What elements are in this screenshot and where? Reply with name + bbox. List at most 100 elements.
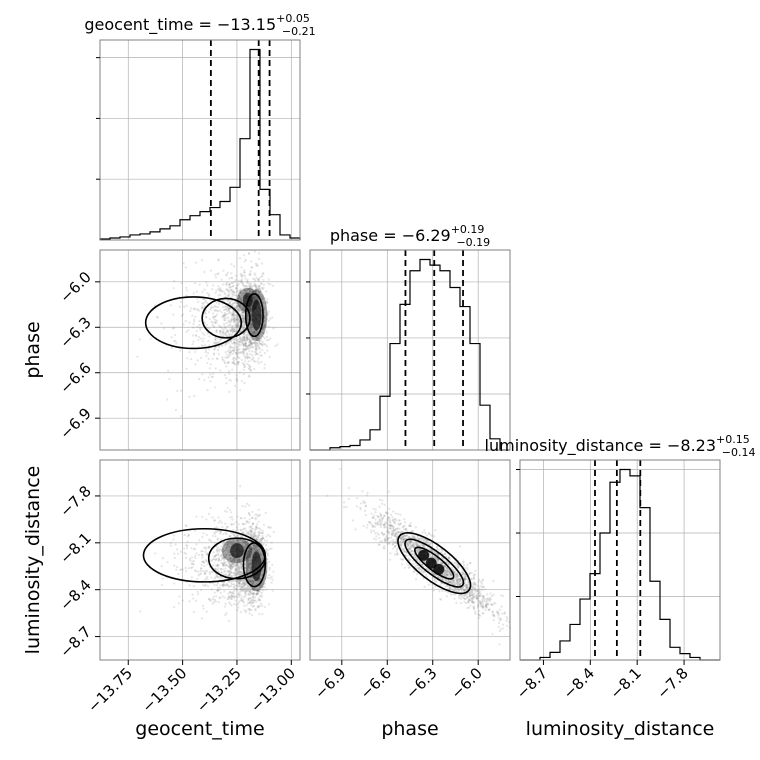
scatter-point xyxy=(203,561,206,565)
scatter-point xyxy=(225,353,228,356)
scatter-point xyxy=(247,565,250,569)
scatter-point xyxy=(186,535,189,538)
scatter-point xyxy=(155,315,159,318)
scatter-point xyxy=(234,324,238,327)
scatter-point xyxy=(244,342,247,345)
scatter-point xyxy=(178,595,181,598)
scatter-point xyxy=(245,567,249,571)
scatter-point xyxy=(249,341,253,344)
scatter-point xyxy=(248,612,251,615)
scatter-point xyxy=(372,537,375,540)
scatter-point xyxy=(246,346,249,349)
scatter-point xyxy=(250,579,253,583)
scatter-point xyxy=(244,342,247,345)
scatter-point xyxy=(260,262,263,265)
scatter-point xyxy=(383,544,386,548)
scatter-point xyxy=(224,548,227,552)
scatter-point xyxy=(172,313,175,316)
scatter-point xyxy=(245,552,248,555)
scatter-point xyxy=(381,502,384,505)
scatter-point xyxy=(185,546,189,550)
scatter-point xyxy=(213,577,217,580)
scatter-point xyxy=(227,332,231,336)
scatter-point xyxy=(244,333,248,337)
scatter-point xyxy=(230,515,233,519)
scatter-point xyxy=(240,281,243,284)
scatter-point xyxy=(260,342,263,346)
scatter-point xyxy=(234,563,237,566)
scatter-point xyxy=(234,575,237,578)
scatter-point xyxy=(242,333,246,336)
scatter-point xyxy=(479,593,483,596)
scatter-point xyxy=(262,272,265,275)
scatter-point xyxy=(237,318,240,321)
scatter-point xyxy=(221,583,224,587)
scatter-point xyxy=(229,565,232,568)
scatter-point xyxy=(374,532,377,535)
scatter-point xyxy=(242,310,245,314)
scatter-point xyxy=(221,525,224,529)
scatter-point xyxy=(239,273,242,276)
scatter-point xyxy=(207,357,210,360)
scatter-point xyxy=(238,584,242,588)
scatter-point xyxy=(235,526,239,529)
scatter-point xyxy=(243,517,246,520)
scatter-point xyxy=(274,344,277,347)
scatter-point xyxy=(213,519,216,522)
scatter-point xyxy=(231,583,234,586)
scatter-point xyxy=(230,574,233,578)
scatter-point xyxy=(219,531,222,534)
scatter-point xyxy=(425,534,428,537)
scatter-point xyxy=(199,328,202,332)
scatter-point xyxy=(257,345,260,348)
scatter-point xyxy=(212,284,215,287)
scatter-point xyxy=(233,338,236,341)
scatter-point xyxy=(185,304,188,307)
scatter-point xyxy=(230,299,233,302)
scatter-point xyxy=(192,559,195,563)
scatter-point xyxy=(222,306,225,309)
scatter-point xyxy=(436,547,439,550)
scatter-point xyxy=(246,281,249,284)
scatter-point xyxy=(233,329,236,332)
scatter-point xyxy=(241,582,245,585)
scatter-point xyxy=(235,297,238,300)
scatter-point xyxy=(265,331,268,334)
scatter-point xyxy=(237,327,240,330)
scatter-point xyxy=(241,308,244,311)
scatter-point xyxy=(253,282,256,285)
scatter-point xyxy=(374,538,378,541)
scatter-point xyxy=(172,286,175,290)
scatter-point xyxy=(243,292,246,295)
scatter-point xyxy=(230,592,233,595)
scatter-point xyxy=(203,270,206,274)
scatter-point xyxy=(235,325,238,329)
scatter-point xyxy=(227,571,231,574)
scatter-point xyxy=(248,307,251,311)
scatter-point xyxy=(214,338,217,341)
scatter-point xyxy=(245,609,248,612)
scatter-point xyxy=(219,325,222,328)
scatter-point xyxy=(235,316,239,319)
scatter-point xyxy=(225,288,228,291)
scatter-point xyxy=(347,486,350,490)
scatter-point xyxy=(229,574,232,577)
scatter-point xyxy=(241,316,245,319)
scatter-point xyxy=(221,356,224,359)
scatter-point xyxy=(205,316,208,319)
scatter-point xyxy=(236,324,239,327)
scatter-point xyxy=(222,334,225,338)
scatter-point xyxy=(243,320,246,324)
scatter-point xyxy=(375,535,378,538)
scatter-point xyxy=(185,367,188,370)
scatter-point xyxy=(236,323,239,326)
scatter-point xyxy=(242,306,246,309)
scatter-point xyxy=(458,545,462,548)
scatter-point xyxy=(230,325,233,328)
scatter-point xyxy=(249,312,253,315)
scatter-point xyxy=(230,604,233,607)
scatter-point xyxy=(249,290,252,293)
scatter-point xyxy=(263,323,266,327)
scatter-point xyxy=(233,362,236,365)
scatter-point xyxy=(254,262,257,265)
